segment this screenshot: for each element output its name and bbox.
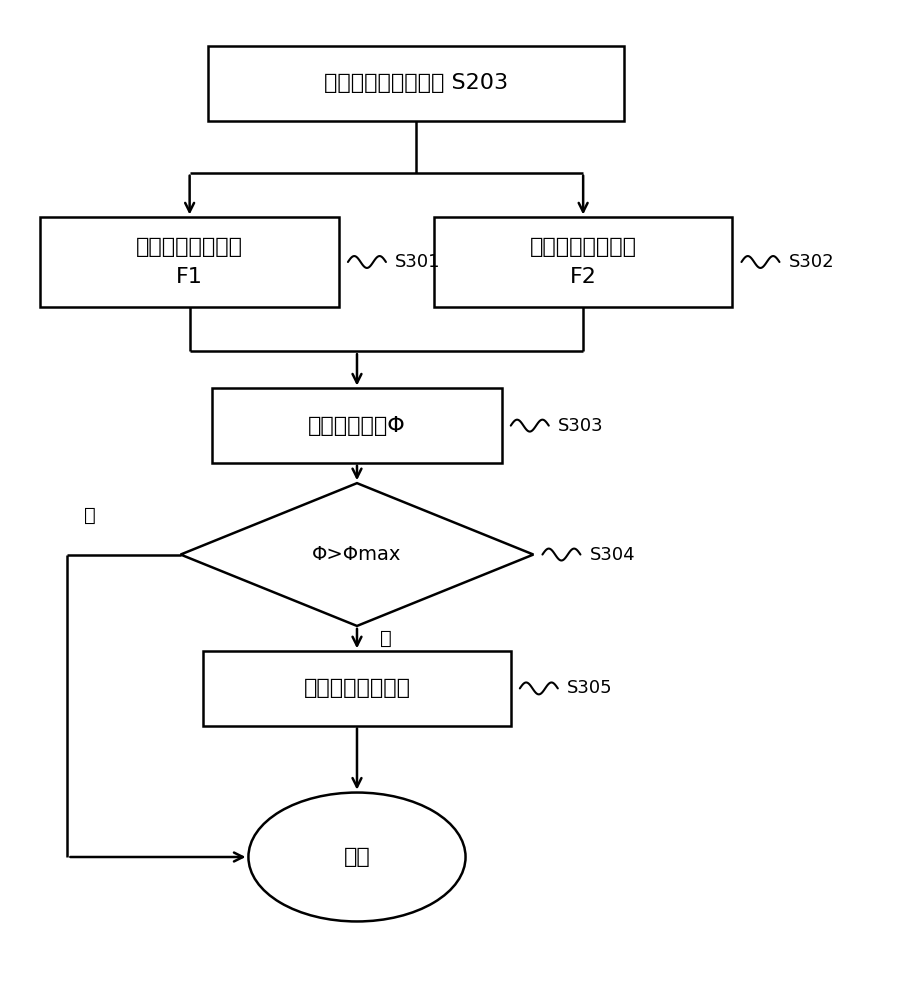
Bar	[40, 217, 339, 307]
Ellipse shape	[248, 793, 466, 921]
Text: S305: S305	[567, 679, 613, 697]
Text: 计算第二访问频率
F2: 计算第二访问频率 F2	[530, 237, 636, 287]
Polygon shape	[181, 483, 533, 626]
Text: 否: 否	[84, 506, 96, 525]
Bar	[434, 217, 732, 307]
Bar	[208, 46, 624, 121]
Text: S304: S304	[590, 546, 635, 564]
Bar	[204, 651, 510, 726]
Text: 是: 是	[380, 629, 392, 648]
Text: Φ>Φmax: Φ>Φmax	[312, 545, 402, 564]
Text: S301: S301	[395, 253, 440, 271]
Text: 结束: 结束	[343, 847, 371, 867]
Text: S303: S303	[558, 417, 603, 435]
Text: 对地震数据进行迁移 S203: 对地震数据进行迁移 S203	[324, 73, 508, 93]
Bar	[212, 388, 502, 463]
Text: 计算迁移系数Φ: 计算迁移系数Φ	[308, 416, 406, 436]
Text: 分级目标地震数据: 分级目标地震数据	[303, 678, 411, 698]
Text: 计算第一访问频率
F1: 计算第一访问频率 F1	[136, 237, 243, 287]
Text: S302: S302	[789, 253, 834, 271]
